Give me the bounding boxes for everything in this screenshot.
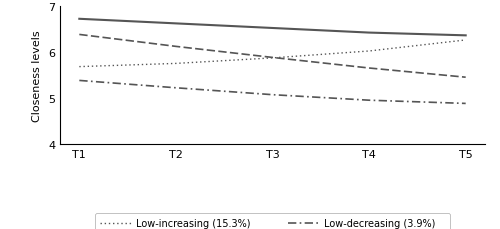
- Y-axis label: Closeness levels: Closeness levels: [32, 30, 42, 121]
- Legend: Low-increasing (15.3%), Very high-decreasing (60.9%), Low-decreasing (3.9%), Hig: Low-increasing (15.3%), Very high-decrea…: [95, 213, 450, 229]
